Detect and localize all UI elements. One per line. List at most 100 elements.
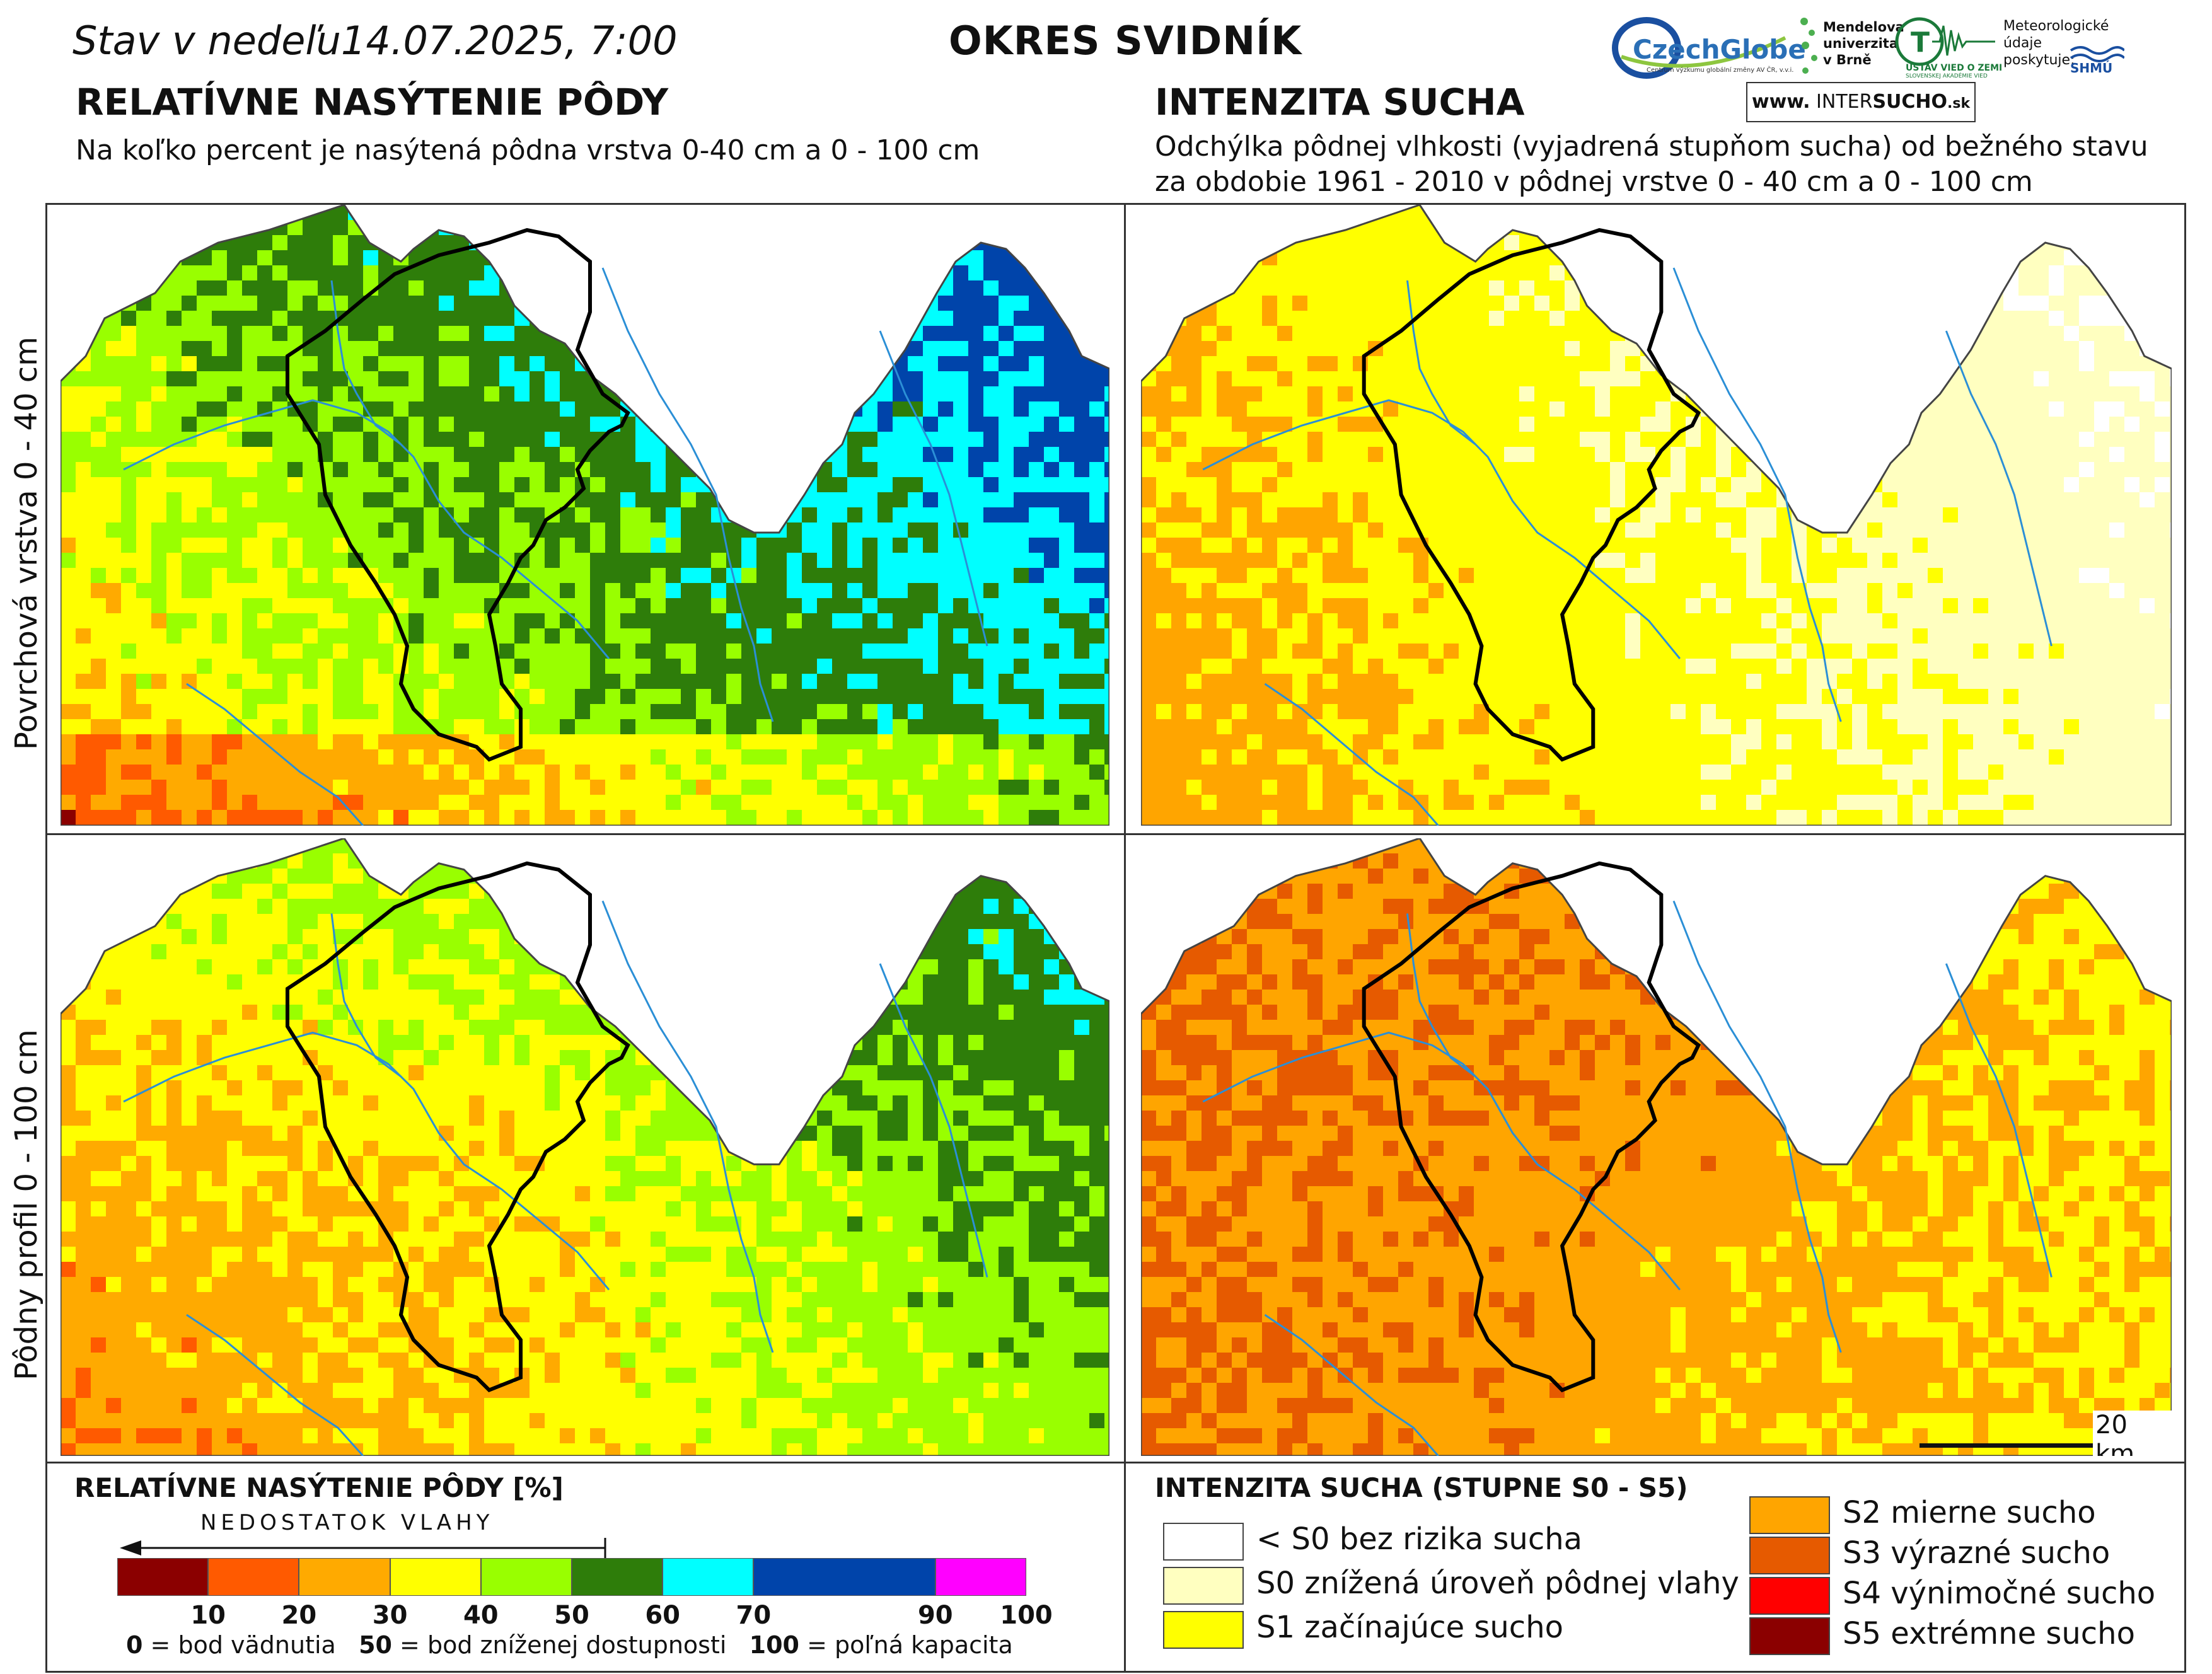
drought-legend-label: S0 znížená úroveň pôdnej vlahy — [1256, 1566, 1739, 1601]
website-prefix: www. — [1751, 91, 1810, 113]
czechglobe-name: CzechGlobe — [1633, 34, 1806, 65]
district-title: OKRES SVIDNÍK — [949, 18, 1302, 64]
shmu-waves-icon — [2070, 46, 2124, 62]
saturation-section-subtitle: Na koľko percent je nasýtená pôdna vrstv… — [76, 134, 980, 166]
river-line — [879, 963, 988, 1278]
moisture-deficit-label: NEDOSTATOK VLAHY — [200, 1510, 494, 1535]
meteo-provider-note: Meteorologické údaje poskytuje: — [2003, 18, 2109, 68]
colorbar-segment — [390, 1558, 481, 1596]
czechglobe-swoosh-icon — [1612, 17, 1786, 79]
scale-bar-label: 20 km — [2093, 1411, 2172, 1456]
district-boundary — [1362, 228, 1701, 762]
map-saturation-profile-canvas — [61, 838, 1109, 1456]
map-saturation-topsoil-canvas — [61, 205, 1109, 826]
usvz-name: ÚSTAV VIED O ZEMI — [1906, 63, 2003, 73]
colorbar-tick-label: 40 — [463, 1601, 499, 1630]
map-raster — [61, 838, 1109, 1456]
scale-bar — [1920, 1443, 2140, 1448]
website-name-b: SUCHO — [1872, 91, 1948, 113]
drought-legend-label: < S0 bez rizika sucha — [1256, 1521, 1583, 1557]
map-raster — [1141, 205, 2172, 826]
website-suffix: .sk — [1947, 96, 1971, 112]
saturation-legend-title: RELATÍVNE NASÝTENIE PÔDY [%] — [74, 1472, 564, 1503]
row-label-top: Povrchová vrstva 0 - 40 cm — [9, 337, 44, 750]
svg-text:T: T — [1911, 26, 1930, 59]
map-raster — [61, 205, 1109, 826]
river-line — [1672, 900, 1842, 1353]
map-drought-topsoil — [1141, 205, 2172, 826]
river-line — [601, 267, 774, 722]
colorbar-tick-label: 20 — [281, 1601, 317, 1630]
drought-legend-swatch — [1163, 1523, 1244, 1561]
drought-legend-label: S5 extrémne sucho — [1843, 1616, 2135, 1651]
colorbar-tick-label: 60 — [645, 1601, 681, 1630]
map-drought-topsoil-canvas — [1141, 205, 2172, 826]
intersucho-website[interactable]: www. INTERSUCHO.sk — [1746, 82, 1976, 122]
horizontal-divider — [45, 833, 2186, 835]
note-0-text: = bod vädnutia — [142, 1631, 336, 1659]
drought-legend-swatch — [1749, 1496, 1830, 1534]
colorbar-segment — [572, 1558, 663, 1596]
drought-section-subtitle-1: Odchýlka pôdnej vlhkosti (vyjadrená stup… — [1155, 130, 2148, 163]
czechglobe-logo: CzechGlobe Centrum výzkumu globální změn… — [1609, 13, 1806, 82]
colorbar-segment — [299, 1558, 390, 1596]
river-line — [879, 330, 988, 647]
colorbar-tick-label: 10 — [190, 1601, 226, 1630]
river-line — [601, 900, 774, 1353]
colorbar-segment — [753, 1558, 935, 1596]
map-border — [61, 205, 1109, 826]
moisture-deficit-arrow-icon — [120, 1538, 606, 1558]
colorbar-tick-label: 50 — [554, 1601, 589, 1630]
website-name-a: INTER — [1816, 91, 1873, 113]
saturation-colorbar — [117, 1558, 1026, 1596]
shmu-name: SHMÚ — [2070, 61, 2113, 76]
note-100-text: = poľná kapacita — [799, 1631, 1013, 1659]
czechglobe-subtitle: Centrum výzkumu globální změny AV ČR, v.… — [1647, 67, 1794, 74]
drought-section-subtitle-2: za obdobie 1961 - 2010 v pôdnej vrstve 0… — [1155, 166, 2033, 198]
district-boundary — [286, 228, 630, 762]
drought-legend-label: S1 začínajúce sucho — [1256, 1610, 1563, 1645]
mendelu-name: Mendelova univerzita v Brně — [1823, 20, 1904, 67]
river-line — [1264, 1313, 1439, 1456]
colorbar-segment — [935, 1558, 1026, 1596]
colorbar-tick-label: 100 — [1000, 1601, 1053, 1630]
map-raster — [1141, 838, 2172, 1456]
river-line — [1945, 330, 2053, 647]
map-saturation-topsoil — [61, 205, 1109, 826]
map-border — [1141, 205, 2172, 826]
colorbar-segment — [480, 1558, 572, 1596]
saturation-legend-notes: 0 = bod vädnutia 50 = bod zníženej dostu… — [126, 1631, 1013, 1659]
drought-legend-label: S3 výrazné sucho — [1843, 1535, 2111, 1571]
vertical-divider — [1124, 203, 1126, 1671]
district-boundary — [1362, 861, 1701, 1393]
saturation-section-title: RELATÍVNE NASÝTENIE PÔDY — [76, 81, 669, 124]
drought-legend-title: INTENZITA SUCHA (STUPNE S0 - S5) — [1155, 1472, 1688, 1503]
colorbar-segment — [117, 1558, 209, 1596]
river-line — [186, 1313, 364, 1456]
map-border — [61, 838, 1109, 1456]
map-drought-profile-canvas — [1141, 838, 2172, 1456]
colorbar-tick-label: 70 — [736, 1601, 772, 1630]
note-50-text: = bod zníženej dostupnosti — [391, 1631, 727, 1659]
map-drought-profile: 20 km — [1141, 838, 2172, 1456]
drought-legend-swatch — [1749, 1617, 1830, 1655]
mendelu-logo: Mendelova univerzita v Brně — [1798, 14, 1904, 83]
river-line — [1672, 267, 1842, 722]
colorbar-tick-label: 90 — [917, 1601, 953, 1630]
note-100-value: 100 — [749, 1631, 799, 1659]
river-line — [1945, 963, 2053, 1278]
colorbar-tick-label: 30 — [372, 1601, 408, 1630]
colorbar-segment — [663, 1558, 754, 1596]
drought-legend-swatch — [1749, 1577, 1830, 1615]
shmu-logo: SHMÚ — [2068, 38, 2124, 76]
map-saturation-profile — [61, 838, 1109, 1456]
river-line — [186, 683, 364, 826]
seismograph-icon: T — [1895, 17, 1995, 66]
district-boundary — [286, 861, 630, 1393]
drought-legend-swatch — [1163, 1567, 1244, 1605]
mendelu-dots-icon — [1800, 18, 1817, 74]
legend-frame — [45, 1462, 2186, 1673]
map-border — [1141, 838, 2172, 1456]
drought-section-title: INTENZITA SUCHA — [1155, 81, 1525, 124]
drought-legend-label: S2 mierne sucho — [1843, 1495, 2096, 1530]
